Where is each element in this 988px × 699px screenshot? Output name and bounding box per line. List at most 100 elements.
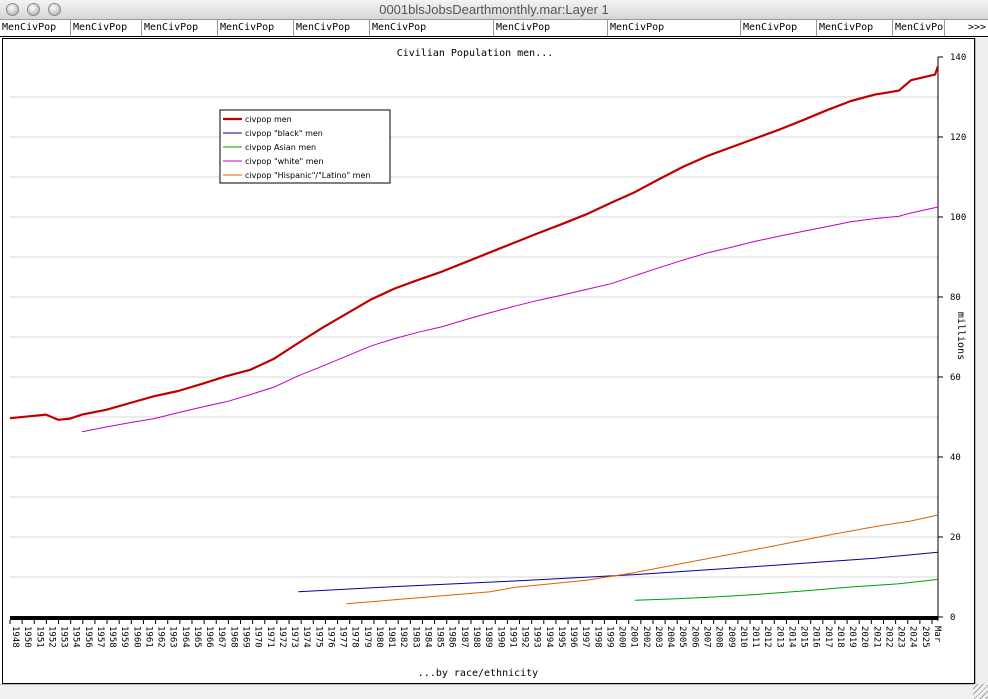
y-tick-label: 20	[950, 533, 961, 543]
vertical-scrollbar[interactable]	[975, 38, 988, 684]
x-tick-label: 2012	[762, 626, 772, 648]
x-tick-label: 2004	[665, 626, 675, 648]
x-tick-label: 1952	[46, 626, 56, 648]
tab-11[interactable]: MenCivPo	[893, 20, 945, 36]
x-tick-label: 2024	[908, 626, 918, 648]
legend: civpop men civpop "black" men civpop Asian…	[219, 109, 391, 184]
gridlines	[10, 96, 938, 578]
x-tick-label: 2020	[859, 626, 869, 648]
tab-2[interactable]: MenCivPop	[71, 20, 142, 36]
x-tick-label: 1970	[253, 626, 263, 648]
x-tick-label: 1988	[471, 626, 481, 648]
x-tick-label: 1984	[422, 626, 432, 648]
series-lines	[9, 65, 940, 605]
tab-4[interactable]: MenCivPop	[218, 20, 294, 36]
y-tick-label: 80	[950, 293, 961, 303]
chart-panel	[2, 38, 975, 684]
resize-grip-icon[interactable]	[973, 684, 988, 699]
tab-5[interactable]: MenCivPop	[294, 20, 370, 36]
x-tick-label: 1966	[204, 626, 214, 648]
legend-box	[219, 109, 391, 184]
x-tick-label: 1950	[22, 626, 32, 648]
x-tick-label: 2013	[774, 626, 784, 648]
x-tick-label: 1960	[131, 626, 141, 648]
x-tick-label: 2018	[835, 626, 845, 648]
x-tick-label: 1998	[592, 626, 602, 648]
x-tick-label: 1997	[580, 626, 590, 648]
x-tick-label: 2009	[726, 626, 736, 648]
tab-3[interactable]: MenCivPop	[142, 20, 218, 36]
x-tick-label: 2016	[811, 626, 821, 648]
x-tick-label: 1989	[483, 626, 493, 648]
x-tick-label: 1951	[34, 626, 44, 648]
horizontal-scrollbar[interactable]	[0, 684, 988, 699]
x-tick-label: 1963	[168, 626, 178, 648]
window-title: 0001blsJobsDearthmonthly.mar:Layer 1	[379, 2, 609, 17]
legend-entry-2: civpop "black" men	[245, 129, 323, 138]
x-tick-label: 1999	[604, 626, 614, 648]
x-tick-label: 1977	[338, 626, 348, 648]
x-tick-label: 1965	[192, 626, 202, 648]
series-line-4	[82, 206, 939, 433]
x-axis: 1948 1950 1951 1952 1953 1954 1956 1957 1958 1959…	[9, 616, 942, 648]
x-tick-label: 1975	[313, 626, 323, 648]
y-tick-label: 40	[950, 453, 961, 463]
tab-6[interactable]: MenCivPop	[370, 20, 494, 36]
x-tick-label: 1964	[180, 626, 190, 648]
series-line-3	[634, 578, 939, 601]
tab-9[interactable]: MenCivPop	[741, 20, 817, 36]
x-tick-label: 2011	[750, 626, 760, 648]
legend-entry-4: civpop "white" men	[245, 157, 324, 166]
window-titlebar: 0001blsJobsDearthmonthly.mar:Layer 1	[0, 0, 988, 20]
tab-7[interactable]: MenCivPop	[494, 20, 608, 36]
x-tick-label: 1954	[71, 626, 81, 648]
legend-entry-1: civpop men	[245, 115, 292, 124]
zoom-window-button[interactable]	[48, 3, 61, 16]
x-tick-label: 1981	[386, 626, 396, 648]
chart-title: Civilian Population men...	[397, 48, 554, 59]
y-axis-label: millions	[955, 312, 966, 360]
x-tick-label: 2001	[629, 626, 639, 648]
series-line-2	[298, 551, 939, 593]
x-tick-label: 1994	[544, 626, 554, 648]
tab-8[interactable]: MenCivPop	[608, 20, 741, 36]
x-tick-label: 1972	[277, 626, 287, 648]
y-tick-label: 60	[950, 373, 961, 383]
tab-1[interactable]: MenCivPop	[0, 20, 71, 36]
legend-entry-5: civpop "Hispanic"/"Latino" men	[245, 171, 370, 180]
x-tick-label: 1971	[265, 626, 275, 648]
x-tick-label: 1987	[459, 626, 469, 648]
x-tick-label: 1956	[83, 626, 93, 648]
x-tick-label: 2005	[677, 626, 687, 648]
x-tick-label: 1974	[301, 626, 311, 648]
x-tick-label: 1985	[435, 626, 445, 648]
x-tick-label: 1990	[495, 626, 505, 648]
x-tick-label: 1968	[228, 626, 238, 648]
x-tick-label: 1995	[556, 626, 566, 648]
x-tick-label: 1979	[362, 626, 372, 648]
series-line-5	[346, 514, 939, 605]
y-tick-label: 120	[950, 133, 966, 143]
x-tick-label: 1982	[398, 626, 408, 648]
x-tick-label: 1958	[107, 626, 117, 648]
y-tick-label: 100	[950, 213, 966, 223]
x-tick-label: 1957	[95, 626, 105, 648]
close-window-button[interactable]	[6, 3, 19, 16]
tab-10[interactable]: MenCivPop	[817, 20, 893, 36]
x-tick-label: 2010	[738, 626, 748, 648]
x-tick-label: 2017	[823, 626, 833, 648]
x-tick-label: 1953	[59, 626, 69, 648]
x-tick-label: Mar	[932, 626, 942, 643]
x-tick-label: 2003	[653, 626, 663, 648]
y-tick-label: 140	[950, 53, 966, 63]
x-tick-label: 2021	[871, 626, 881, 648]
x-tick-label: 2007	[702, 626, 712, 648]
x-tick-label: 1969	[241, 626, 251, 648]
x-tick-label: 2002	[641, 626, 651, 648]
x-tick-label: 1967	[216, 626, 226, 648]
x-tick-label: 1980	[374, 626, 384, 648]
minimize-window-button[interactable]	[27, 3, 40, 16]
x-tick-label: 2023	[896, 626, 906, 648]
more-tabs-button[interactable]: >>>	[967, 22, 986, 33]
x-tick-label: 2025	[920, 626, 930, 648]
